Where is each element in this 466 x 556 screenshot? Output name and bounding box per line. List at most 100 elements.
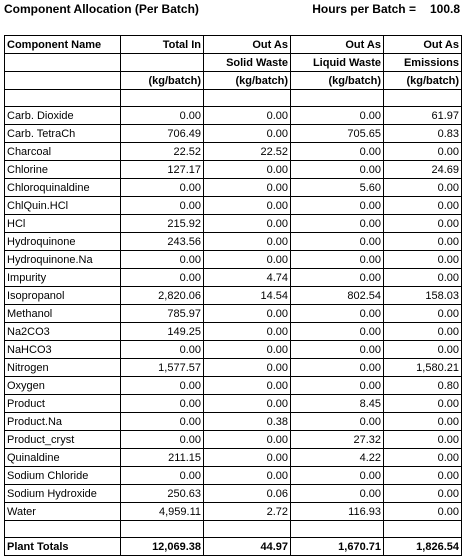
liquid-waste-cell[interactable]: 0.00 — [290, 214, 384, 233]
liquid-waste-cell[interactable]: 705.65 — [290, 124, 384, 143]
solid-waste-cell[interactable]: 0.00 — [203, 340, 291, 359]
solid-waste-cell[interactable]: 2.72 — [203, 502, 291, 521]
emissions-cell[interactable]: 0.00 — [383, 178, 462, 197]
emissions-cell[interactable]: 0.00 — [383, 214, 462, 233]
liquid-waste-cell[interactable]: 27.32 — [290, 430, 384, 449]
solid-waste-cell[interactable]: 0.00 — [203, 106, 291, 125]
solid-waste-cell[interactable]: 0.00 — [203, 358, 291, 377]
liquid-waste-cell[interactable]: 0.00 — [290, 142, 384, 161]
empty-cell[interactable] — [4, 520, 121, 538]
component-name-cell[interactable]: Impurity — [4, 268, 121, 287]
solid-waste-cell[interactable]: 0.06 — [203, 484, 291, 503]
emissions-sum-cell[interactable]: 1,826.54 — [383, 537, 462, 556]
total-in-cell[interactable]: 0.00 — [120, 250, 204, 269]
header-cell[interactable]: Emissions — [383, 53, 462, 72]
emissions-cell[interactable]: 0.00 — [383, 268, 462, 287]
liquid-waste-cell[interactable]: 0.00 — [290, 304, 384, 323]
component-name-cell[interactable]: Product — [4, 394, 121, 413]
empty-cell[interactable] — [120, 520, 204, 538]
empty-cell[interactable] — [290, 520, 384, 538]
solid-waste-cell[interactable]: 22.52 — [203, 142, 291, 161]
solid-waste-cell[interactable]: 0.00 — [203, 124, 291, 143]
total-in-cell[interactable]: 0.00 — [120, 394, 204, 413]
solid-waste-cell[interactable]: 0.00 — [203, 196, 291, 215]
component-name-cell[interactable]: Isopropanol — [4, 286, 121, 305]
liquid-waste-cell[interactable]: 0.00 — [290, 196, 384, 215]
header-cell[interactable]: (kg/batch) — [203, 71, 291, 90]
liquid-waste-cell[interactable]: 802.54 — [290, 286, 384, 305]
solid-waste-cell[interactable]: 0.00 — [203, 250, 291, 269]
component-name-cell[interactable]: Na2CO3 — [4, 322, 121, 341]
emissions-cell[interactable]: 0.00 — [383, 448, 462, 467]
liquid-waste-cell[interactable]: 0.00 — [290, 484, 384, 503]
liquid-waste-cell[interactable]: 0.00 — [290, 466, 384, 485]
header-cell[interactable]: Out As — [383, 35, 462, 54]
component-name-cell[interactable]: Sodium Hydroxide — [4, 484, 121, 503]
total-in-cell[interactable]: 250.63 — [120, 484, 204, 503]
total-in-cell[interactable]: 211.15 — [120, 448, 204, 467]
header-cell[interactable]: Component Name — [4, 35, 121, 54]
emissions-cell[interactable]: 0.00 — [383, 466, 462, 485]
solid-waste-cell[interactable]: 0.38 — [203, 412, 291, 431]
total-in-cell[interactable]: 0.00 — [120, 106, 204, 125]
solid-waste-sum-cell[interactable]: 44.97 — [203, 537, 291, 556]
solid-waste-cell[interactable]: 0.00 — [203, 448, 291, 467]
total-in-cell[interactable]: 0.00 — [120, 376, 204, 395]
liquid-waste-cell[interactable]: 0.00 — [290, 106, 384, 125]
liquid-waste-cell[interactable]: 0.00 — [290, 376, 384, 395]
total-in-cell[interactable]: 0.00 — [120, 430, 204, 449]
total-in-cell[interactable]: 706.49 — [120, 124, 204, 143]
solid-waste-cell[interactable]: 0.00 — [203, 160, 291, 179]
total-in-cell[interactable]: 0.00 — [120, 178, 204, 197]
liquid-waste-cell[interactable]: 0.00 — [290, 268, 384, 287]
component-name-cell[interactable]: Product.Na — [4, 412, 121, 431]
solid-waste-cell[interactable]: 0.00 — [203, 376, 291, 395]
emissions-cell[interactable]: 0.00 — [383, 484, 462, 503]
emissions-cell[interactable]: 0.00 — [383, 394, 462, 413]
header-cell[interactable] — [4, 71, 121, 90]
header-cell[interactable]: Total In — [120, 35, 204, 54]
liquid-waste-cell[interactable]: 0.00 — [290, 358, 384, 377]
emissions-cell[interactable]: 0.00 — [383, 196, 462, 215]
header-cell[interactable] — [120, 53, 204, 72]
component-name-cell[interactable]: HCl — [4, 214, 121, 233]
solid-waste-cell[interactable]: 0.00 — [203, 466, 291, 485]
emissions-cell[interactable]: 0.00 — [383, 430, 462, 449]
total-in-cell[interactable]: 785.97 — [120, 304, 204, 323]
liquid-waste-cell[interactable]: 0.00 — [290, 412, 384, 431]
header-cell[interactable]: Solid Waste — [203, 53, 291, 72]
emissions-cell[interactable]: 0.00 — [383, 322, 462, 341]
component-name-cell[interactable]: Charcoal — [4, 142, 121, 161]
liquid-waste-cell[interactable]: 4.22 — [290, 448, 384, 467]
emissions-cell[interactable]: 0.00 — [383, 340, 462, 359]
component-name-cell[interactable]: Nitrogen — [4, 358, 121, 377]
solid-waste-cell[interactable]: 0.00 — [203, 322, 291, 341]
total-in-cell[interactable]: 127.17 — [120, 160, 204, 179]
liquid-waste-cell[interactable]: 0.00 — [290, 232, 384, 251]
liquid-waste-cell[interactable]: 0.00 — [290, 322, 384, 341]
emissions-cell[interactable]: 158.03 — [383, 286, 462, 305]
component-name-cell[interactable]: ChlQuin.HCl — [4, 196, 121, 215]
total-in-cell[interactable]: 22.52 — [120, 142, 204, 161]
liquid-waste-cell[interactable]: 0.00 — [290, 340, 384, 359]
empty-cell[interactable] — [203, 89, 291, 107]
empty-cell[interactable] — [383, 89, 462, 107]
component-name-cell[interactable]: Water — [4, 502, 121, 521]
total-in-cell[interactable]: 215.92 — [120, 214, 204, 233]
total-in-cell[interactable]: 0.00 — [120, 466, 204, 485]
total-in-cell[interactable]: 2,820.06 — [120, 286, 204, 305]
component-name-cell[interactable]: NaHCO3 — [4, 340, 121, 359]
emissions-cell[interactable]: 0.00 — [383, 502, 462, 521]
empty-cell[interactable] — [203, 520, 291, 538]
header-cell[interactable]: (kg/batch) — [290, 71, 384, 90]
emissions-cell[interactable]: 0.00 — [383, 304, 462, 323]
emissions-cell[interactable]: 61.97 — [383, 106, 462, 125]
component-name-cell[interactable]: Hydroquinone — [4, 232, 121, 251]
totals-label-cell[interactable]: Plant Totals — [4, 537, 121, 556]
solid-waste-cell[interactable]: 4.74 — [203, 268, 291, 287]
total-in-sum-cell[interactable]: 12,069.38 — [120, 537, 204, 556]
solid-waste-cell[interactable]: 0.00 — [203, 232, 291, 251]
emissions-cell[interactable]: 0.00 — [383, 250, 462, 269]
liquid-waste-cell[interactable]: 5.60 — [290, 178, 384, 197]
header-cell[interactable]: (kg/batch) — [120, 71, 204, 90]
